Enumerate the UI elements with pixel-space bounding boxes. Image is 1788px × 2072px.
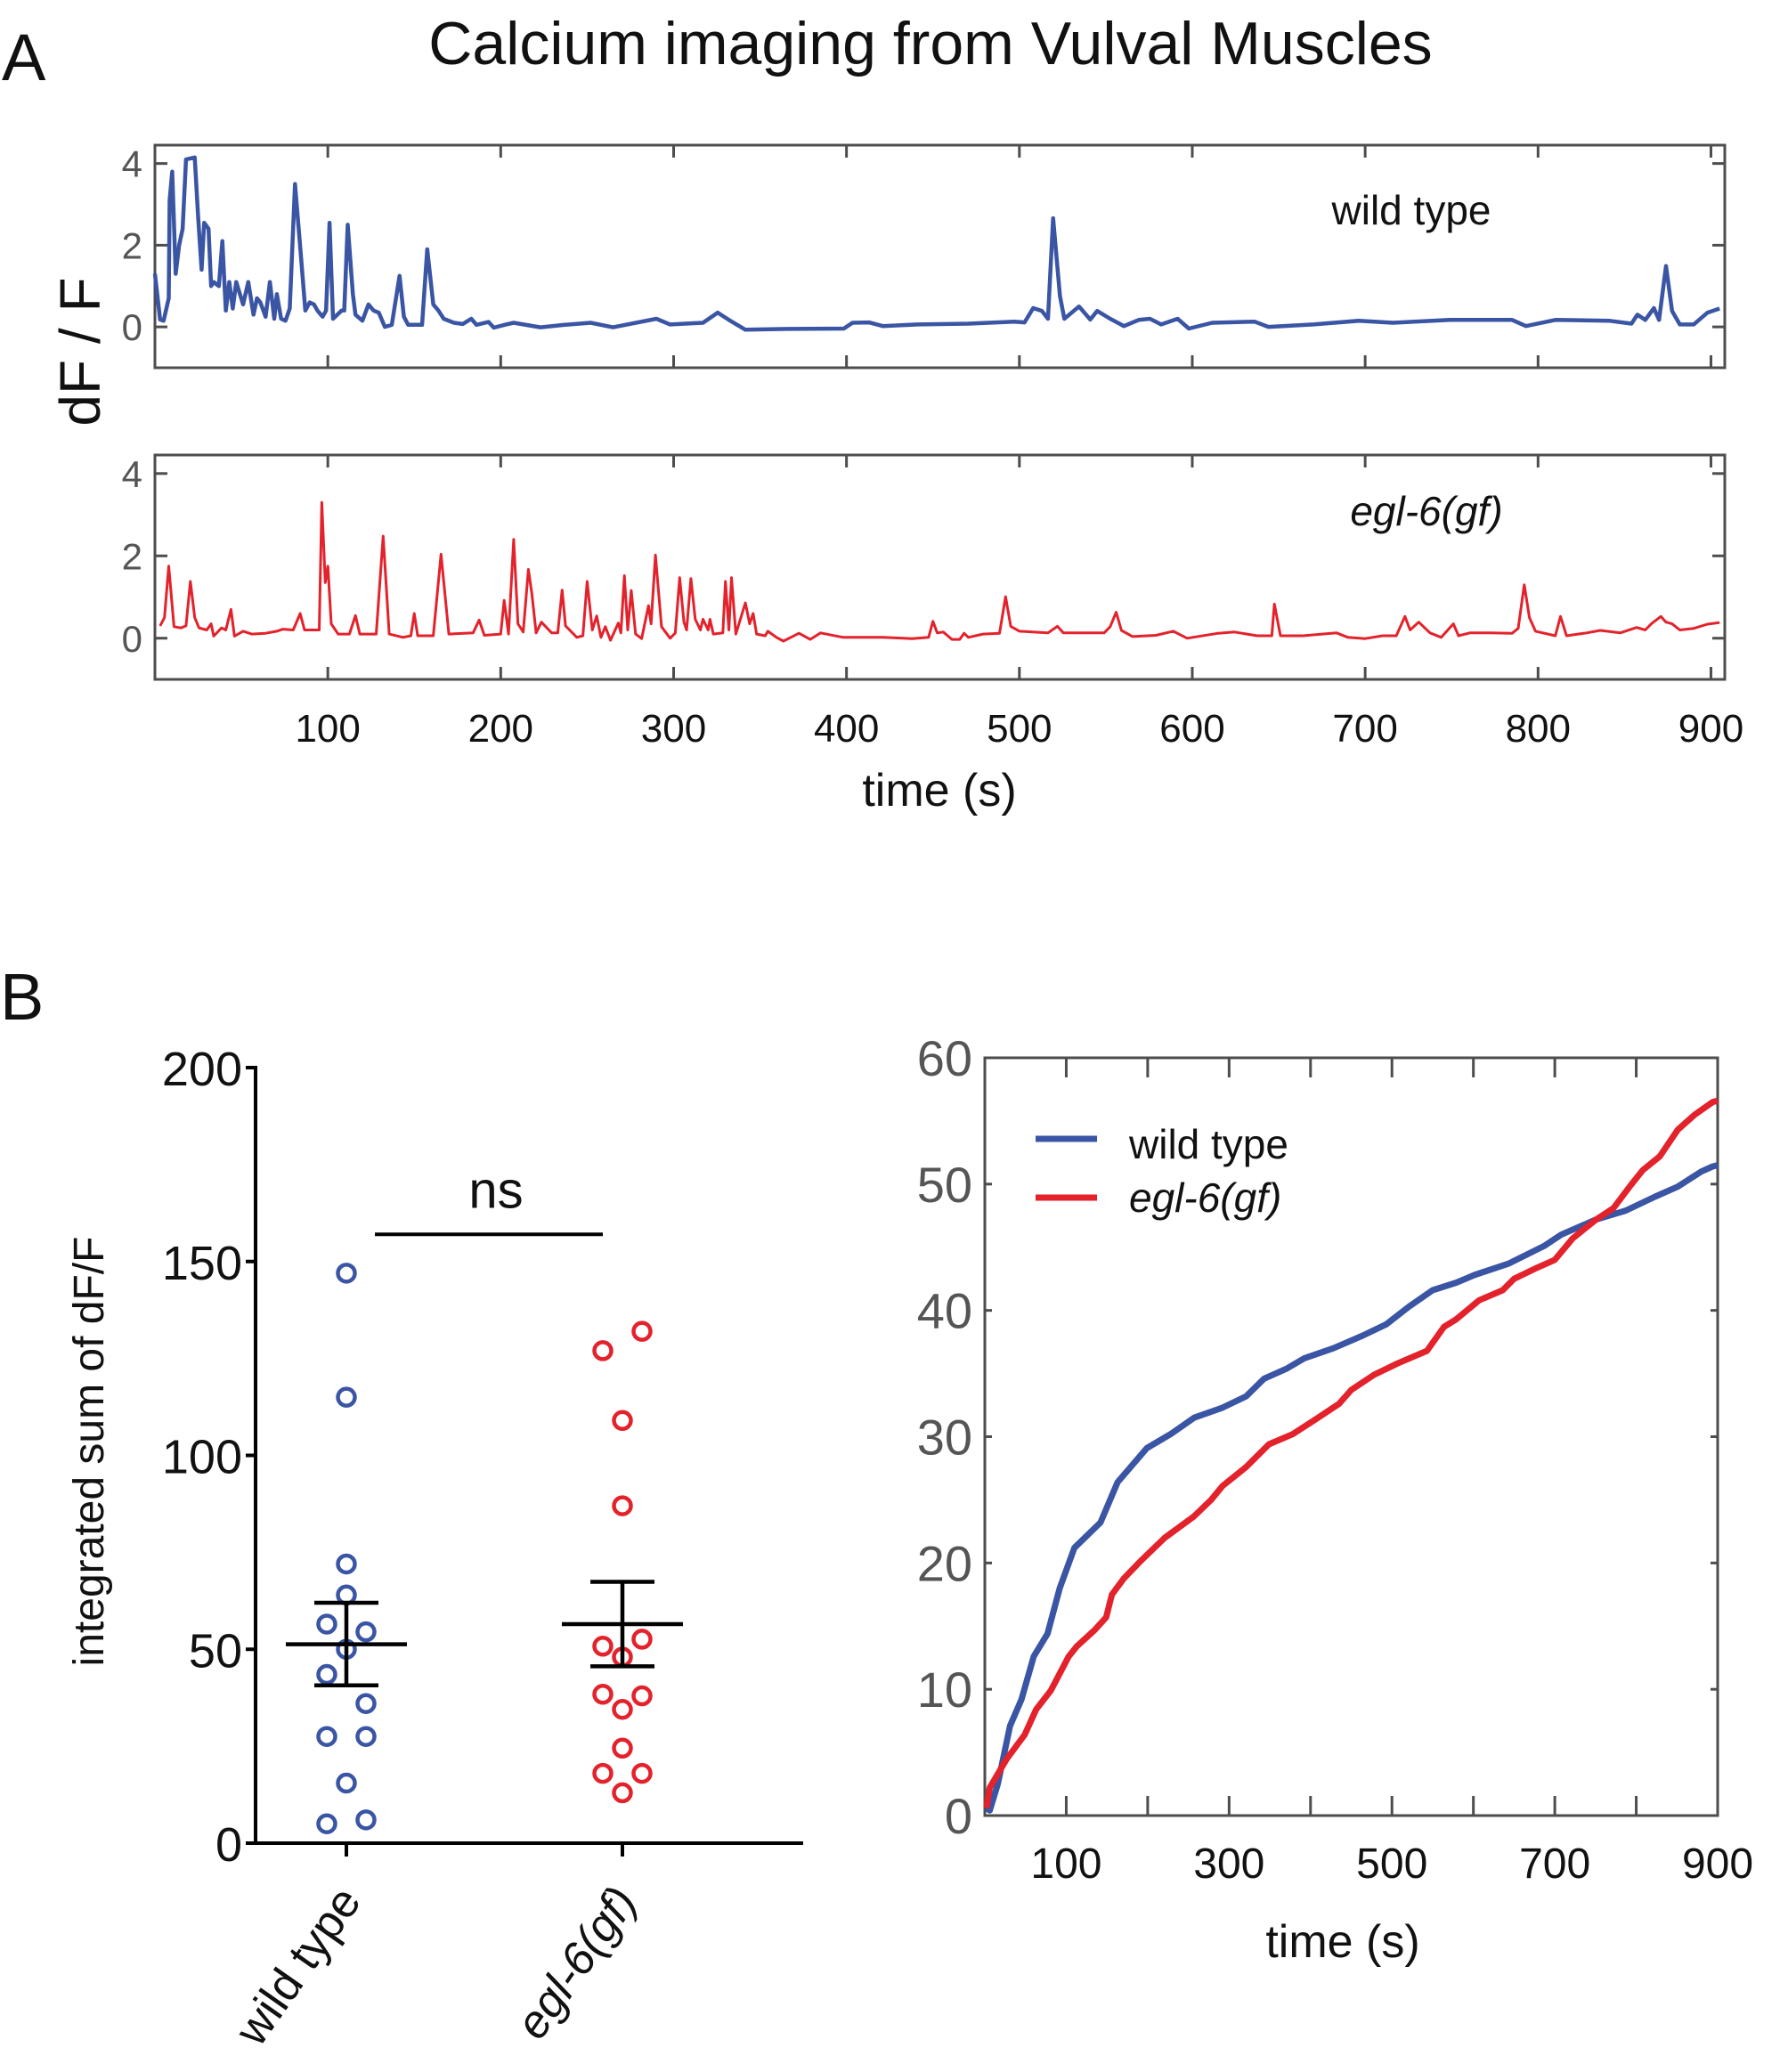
plot-frame (983, 1056, 1719, 1817)
y-tick-label: 4 (122, 453, 142, 495)
y-tick-label: 0 (122, 618, 142, 660)
x-category-label: wild type (225, 1878, 371, 2056)
y-tick-label: 100 (162, 1431, 242, 1484)
y-tick-label: 150 (162, 1237, 242, 1290)
wild-type-annotation: wild type (1331, 187, 1491, 233)
panel-a-xlabel: time (s) (862, 765, 1016, 817)
data-point (336, 1553, 357, 1575)
data-point (336, 1263, 357, 1284)
x-tick-label: 500 (987, 707, 1052, 751)
y-tick-label: 50 (189, 1624, 242, 1678)
wild-type-cumulative-line (984, 1162, 1719, 1814)
wild-type-trace (152, 155, 1720, 332)
legend-label-egl6: egl-6(gf) (1129, 1174, 1281, 1221)
panel-a-wild-type-plot: 0 2 4 wild type (122, 143, 1727, 370)
data-point (355, 1809, 377, 1831)
y-tick-label: 4 (122, 143, 142, 185)
data-point (336, 1772, 357, 1794)
y-tick-label: 20 (917, 1535, 972, 1591)
panel-b-xlabel: time (s) (1265, 1916, 1419, 1968)
x-tick-label: 900 (1678, 707, 1743, 751)
panel-a-egl6-plot: 0 2 4 100 200 300 400 500 600 700 800 900 egl-6(gf… (122, 453, 1744, 817)
panel-b-ylabel: integrated sum of dF/F (66, 1237, 113, 1667)
data-point (631, 1762, 653, 1784)
x-tick-label: 300 (1193, 1840, 1264, 1888)
data-point (316, 1663, 337, 1686)
x-tick-label: 500 (1356, 1840, 1427, 1888)
panel-a-letter: A (2, 20, 46, 94)
panel-b-cumulative-plot: 0 10 20 30 40 50 60 100 300 500 700 900 wild type … (917, 1030, 1753, 1968)
panel-b-letter: B (0, 960, 44, 1034)
egl6-trace (158, 500, 1720, 643)
data-point (316, 1813, 337, 1834)
egl6-cumulative-line (983, 1097, 1719, 1809)
data-point (592, 1636, 614, 1657)
x-tick-label: 600 (1159, 707, 1224, 751)
x-tick-label: 800 (1506, 707, 1571, 751)
y-tick-label: 10 (917, 1662, 972, 1718)
data-point (592, 1762, 614, 1784)
y-tick-label: 200 (162, 1043, 242, 1096)
panel-b-scatter-plot: 0 50 100 150 200 wild type egl-6(gf) ns integ… (66, 1043, 803, 2055)
y-tick-label: 0 (215, 1818, 242, 1872)
data-point (336, 1386, 357, 1408)
x-tick-label: 900 (1682, 1840, 1753, 1888)
y-tick-label: 50 (917, 1157, 972, 1213)
y-tick-label: 0 (122, 306, 142, 348)
data-point (316, 1613, 337, 1635)
legend-label-wild-type: wild type (1128, 1121, 1288, 1167)
data-point (355, 1726, 377, 1747)
data-point (612, 1699, 633, 1720)
x-tick-label: 300 (641, 707, 706, 751)
data-point (612, 1737, 633, 1759)
data-point (631, 1629, 653, 1650)
data-point (631, 1685, 653, 1707)
data-point (592, 1340, 614, 1361)
x-tick-label: 100 (1030, 1840, 1101, 1888)
plot-frame (153, 143, 1727, 370)
panel-a-ylabel: dF / F (48, 277, 112, 426)
data-point (355, 1621, 377, 1643)
data-point (355, 1693, 377, 1714)
data-point (612, 1495, 633, 1516)
y-tick-label: 40 (917, 1283, 972, 1339)
x-tick-label: 200 (468, 707, 533, 751)
legend: wild type egl-6(gf) (1036, 1121, 1288, 1221)
significance-label: ns (468, 1161, 523, 1219)
y-tick-label: 2 (122, 535, 142, 577)
y-tick-label: 2 (122, 224, 142, 266)
y-tick-label: 0 (945, 1788, 972, 1844)
y-tick-label: 30 (917, 1410, 972, 1466)
data-point (612, 1410, 633, 1432)
x-tick-label: 700 (1332, 707, 1397, 751)
x-tick-label: 400 (814, 707, 879, 751)
x-tick-label: 700 (1519, 1840, 1590, 1888)
y-tick-label: 60 (917, 1030, 972, 1086)
data-point (612, 1782, 633, 1804)
x-category-label: egl-6(gf) (506, 1878, 647, 2049)
plot-frame (153, 453, 1727, 681)
egl6-annotation: egl-6(gf) (1350, 488, 1502, 534)
data-point (316, 1726, 337, 1747)
data-point (631, 1320, 653, 1342)
x-tick-label: 100 (295, 707, 360, 751)
figure-title: Calcium imaging from Vulval Muscles (428, 10, 1432, 77)
data-point (592, 1684, 614, 1705)
